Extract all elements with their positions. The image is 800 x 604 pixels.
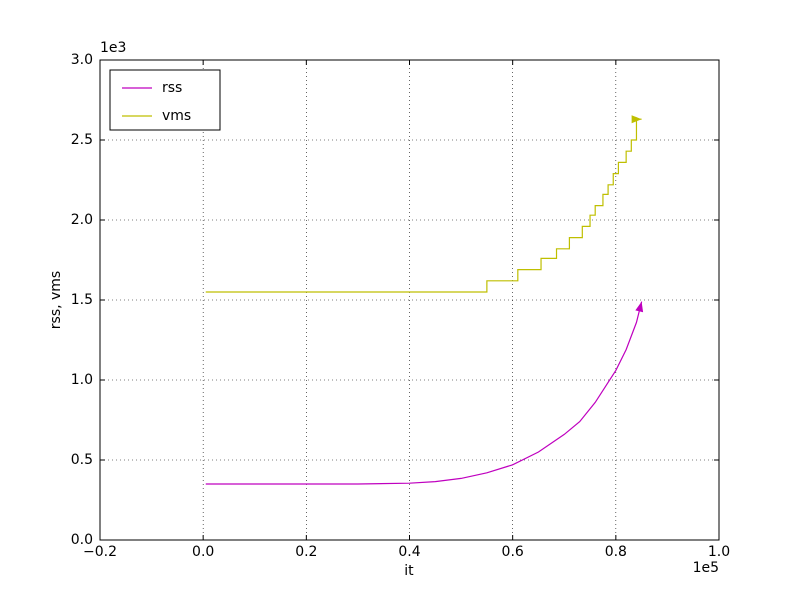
x-tick-label: 0.4	[398, 544, 420, 560]
arrow-head	[631, 115, 642, 124]
plot-frame	[99, 59, 720, 541]
x-tick-label: 0.6	[502, 544, 524, 560]
data-line	[205, 118, 642, 293]
x-tick-label: 1.0	[708, 544, 730, 560]
y-tick-label: 0.0	[71, 532, 93, 548]
legend-box	[109, 69, 221, 131]
y-tick-label: 2.0	[71, 212, 93, 228]
x-tick-label: 0.8	[605, 544, 627, 560]
legend-label: vms	[162, 108, 191, 124]
y-tick-label: 0.5	[71, 452, 93, 468]
y-tick-label: 1.0	[71, 372, 93, 388]
legend-label: rss	[162, 80, 182, 96]
x-tick-label: 0.0	[192, 544, 214, 560]
y-tick-label: 3.0	[71, 52, 93, 68]
x-axis-label: it	[404, 563, 414, 579]
data-line	[205, 301, 643, 485]
x-tick-label: −0.2	[83, 544, 117, 560]
y-tick-label: 1.5	[71, 292, 93, 308]
x-offset-label: 1e5	[693, 560, 719, 576]
arrow-head	[635, 301, 644, 313]
y-tick-label: 2.5	[71, 132, 93, 148]
y-axis-label: rss, vms	[48, 271, 64, 329]
x-tick-label: 0.2	[295, 544, 317, 560]
y-offset-label: 1e3	[100, 40, 126, 56]
